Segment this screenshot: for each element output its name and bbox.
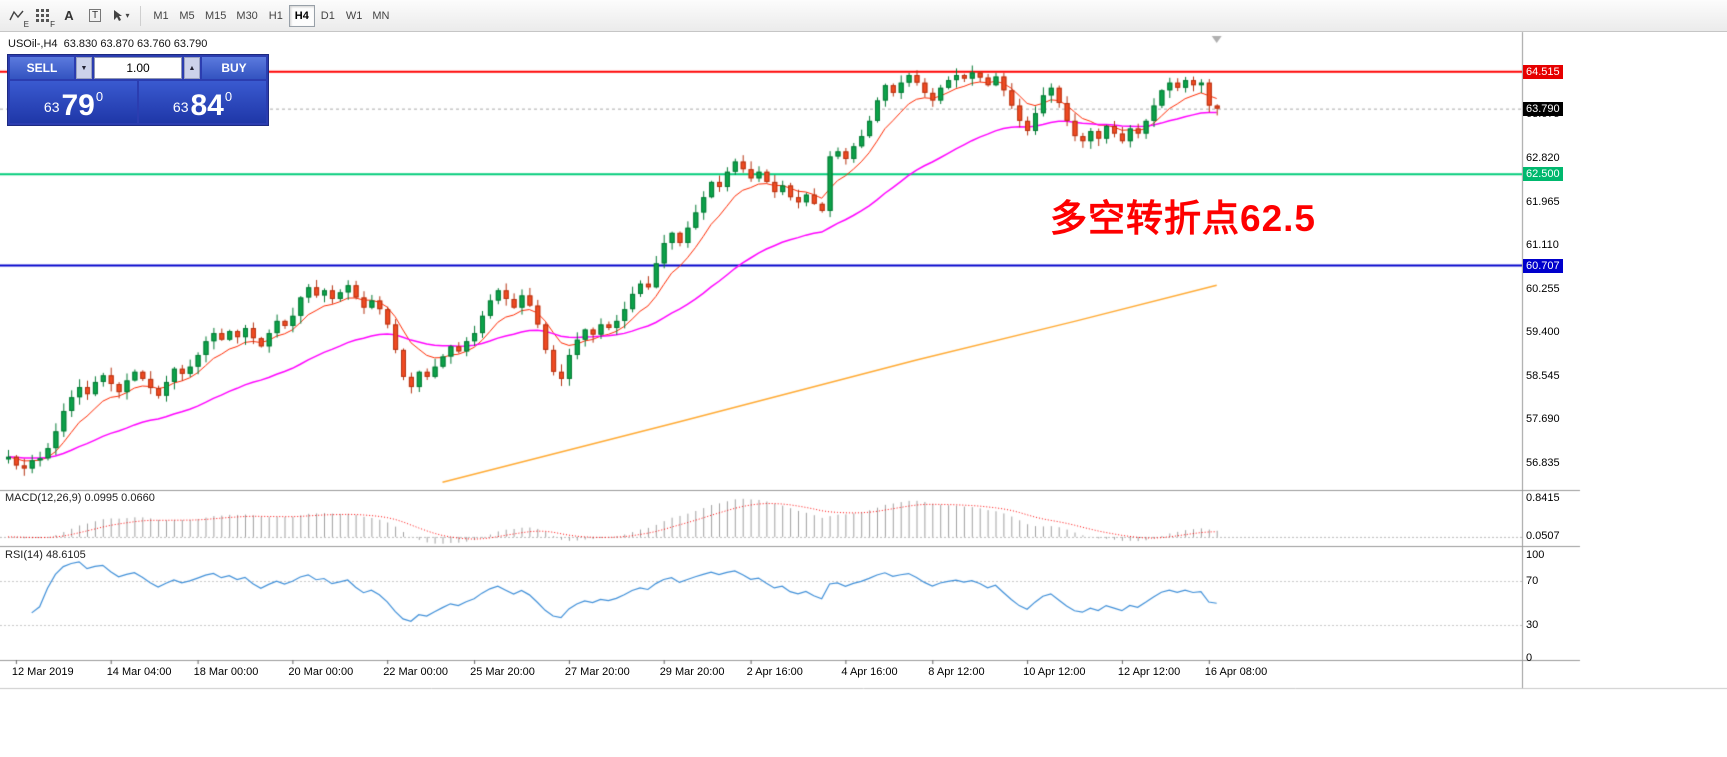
sell-price-pips: 79 bbox=[61, 89, 95, 122]
text-tool-icon[interactable]: A bbox=[64, 8, 74, 23]
timeframe-m1[interactable]: M1 bbox=[153, 9, 169, 22]
price-axis-label: 59.400 bbox=[1526, 326, 1560, 339]
timeframe-m15[interactable]: M15 bbox=[205, 9, 227, 22]
timeframe-h1[interactable]: H1 bbox=[268, 9, 283, 22]
time-axis-label: 16 Apr 08:00 bbox=[1204, 666, 1268, 678]
volume-increase-button[interactable]: ▲ bbox=[184, 57, 200, 79]
price-axis-label: 56.835 bbox=[1526, 456, 1560, 469]
time-axis-label: 14 Mar 04:00 bbox=[106, 666, 172, 678]
time-axis-label: 12 Apr 12:00 bbox=[1117, 666, 1181, 678]
macd-label: MACD(12,26,9) 0.0995 0.0660 bbox=[5, 492, 155, 504]
price-badge-64.515: 64.515 bbox=[1523, 64, 1563, 79]
sell-price-int: 63 bbox=[43, 99, 60, 115]
price-axis-label: 61.110 bbox=[1526, 239, 1559, 252]
price-axis-label: 58.545 bbox=[1526, 369, 1560, 382]
price-badge-62.500: 62.500 bbox=[1523, 167, 1563, 182]
time-axis-label: 25 Mar 20:00 bbox=[470, 666, 535, 678]
price-badge-63.790: 63.790 bbox=[1523, 101, 1563, 116]
sell-button[interactable]: SELL bbox=[10, 57, 74, 79]
buy-button[interactable]: BUY bbox=[202, 57, 266, 79]
time-axis-label: 8 Apr 12:00 bbox=[928, 666, 985, 678]
toolbar: E F A T ▾ M1 M5 M15 M30 H1 H4 D1 W1 MN bbox=[0, 0, 1727, 32]
buy-price-fraction: 0 bbox=[224, 89, 233, 104]
time-axis-label: 12 Mar 2019 bbox=[11, 666, 74, 678]
buy-price-int: 63 bbox=[172, 99, 189, 115]
time-axis-label: 20 Mar 00:00 bbox=[288, 666, 354, 678]
indicator-icon[interactable]: E bbox=[5, 4, 29, 29]
cursor-tool-icon[interactable]: ▾ bbox=[109, 4, 133, 28]
price-axis-label: 60.255 bbox=[1526, 282, 1560, 295]
grid-icon-letter: F bbox=[50, 19, 55, 29]
time-axis-label: 2 Apr 16:00 bbox=[746, 666, 803, 678]
timeframe-w1[interactable]: W1 bbox=[345, 9, 363, 22]
one-click-trading-panel: SELL ▼ ▲ BUY 63 79 0 63 84 0 bbox=[8, 55, 268, 125]
macd-axis-label: 0.8415 bbox=[1526, 492, 1560, 505]
timeframe-m5[interactable]: M5 bbox=[179, 9, 195, 22]
time-axis-label: 10 Apr 12:00 bbox=[1023, 666, 1086, 678]
timeframe-d1[interactable]: D1 bbox=[320, 9, 335, 22]
price-badge-60.707: 60.707 bbox=[1523, 258, 1563, 273]
buy-price-display[interactable]: 63 84 0 bbox=[139, 81, 266, 123]
time-axis-label: 29 Mar 20:00 bbox=[659, 666, 725, 678]
timeframe-group: M1 M5 M15 M30 H1 H4 D1 W1 MN bbox=[148, 4, 394, 27]
rsi-axis-label: 30 bbox=[1526, 619, 1539, 631]
template-tool-icon[interactable]: T bbox=[83, 4, 107, 28]
tool-icon-group: E F A T ▾ bbox=[5, 4, 133, 29]
rsi-axis-label: 100 bbox=[1526, 549, 1545, 561]
price-axis-label: 57.690 bbox=[1526, 413, 1560, 426]
volume-input[interactable] bbox=[94, 57, 182, 79]
symbol-name: USOil-,H4 bbox=[8, 38, 58, 50]
rsi-label: RSI(14) 48.6105 bbox=[5, 549, 86, 561]
rsi-axis-label: 70 bbox=[1526, 575, 1539, 587]
symbol-ohlc-label: USOil-,H4 63.830 63.870 63.760 63.790 bbox=[8, 38, 207, 50]
sell-price-fraction: 0 bbox=[95, 89, 104, 104]
time-axis-label: 22 Mar 00:00 bbox=[383, 666, 449, 678]
price-axis-label: 62.820 bbox=[1526, 152, 1560, 164]
sell-price-display[interactable]: 63 79 0 bbox=[10, 81, 137, 123]
macd-axis-label: 0.0507 bbox=[1526, 529, 1560, 542]
buy-price-pips: 84 bbox=[190, 89, 224, 122]
chart-annotation-text: 多空转折点62.5 bbox=[1050, 198, 1317, 239]
timeframe-m30[interactable]: M30 bbox=[236, 9, 258, 22]
time-axis-label: 27 Mar 20:00 bbox=[564, 666, 630, 678]
grid-icon[interactable]: F bbox=[31, 4, 55, 29]
volume-decrease-button[interactable]: ▼ bbox=[76, 57, 92, 79]
time-axis-label: 18 Mar 00:00 bbox=[193, 666, 259, 678]
price-axis-label: 61.965 bbox=[1526, 195, 1560, 208]
timeframe-h4[interactable]: H4 bbox=[288, 4, 315, 27]
indicator-icon-letter: E bbox=[23, 19, 29, 29]
symbol-ohlc-values: 63.830 63.870 63.760 63.790 bbox=[63, 38, 208, 50]
timeframe-mn[interactable]: MN bbox=[372, 9, 390, 22]
toolbar-separator bbox=[140, 5, 141, 26]
rsi-axis-label: 0 bbox=[1526, 652, 1533, 664]
time-axis-label: 4 Apr 16:00 bbox=[841, 666, 898, 678]
